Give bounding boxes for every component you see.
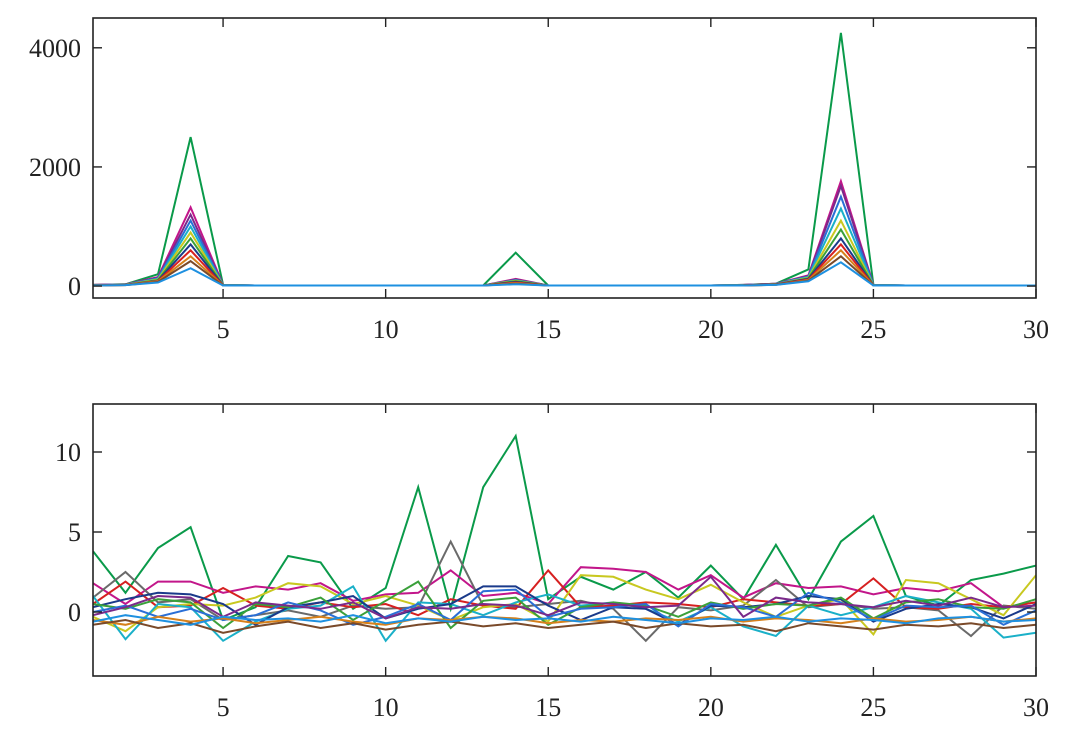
series-line-3 <box>93 568 1036 617</box>
series-group <box>93 433 1036 643</box>
series-line-8 <box>93 588 1036 628</box>
x-tick-label: 25 <box>860 693 886 722</box>
x-tick-label: 5 <box>217 315 230 344</box>
axes-frame <box>92 403 1037 677</box>
series-line-0 <box>93 32 1036 287</box>
y-tick-label: 0 <box>68 272 81 301</box>
y-tick-label: 2000 <box>29 153 81 182</box>
series-line-5 <box>93 218 1036 287</box>
y-tick-label: 5 <box>68 518 81 547</box>
series-line-4 <box>93 574 1036 637</box>
series-line-2 <box>93 182 1036 287</box>
top-panel: 5 10 15 20 25 30 0 2000 4000 <box>29 17 1049 344</box>
x-tick-label: 30 <box>1023 315 1049 344</box>
x-tick-label: 15 <box>535 315 561 344</box>
series-line-1 <box>93 178 1036 287</box>
x-tick-label: 25 <box>860 315 886 344</box>
y-tick-label: 4000 <box>29 34 81 63</box>
y-tick-label: 0 <box>68 598 81 627</box>
x-tick-label: 5 <box>217 693 230 722</box>
series-line-10 <box>93 255 1036 287</box>
series-line-8 <box>93 242 1036 287</box>
series-line-1 <box>93 566 1036 609</box>
series-line-3 <box>93 193 1036 287</box>
y-tick-label: 10 <box>55 438 81 467</box>
x-tick-label: 20 <box>698 693 724 722</box>
series-group <box>93 32 1036 287</box>
series-line-12 <box>93 614 1036 626</box>
x-tick-label: 30 <box>1023 693 1049 722</box>
series-line-9 <box>93 615 1036 626</box>
series-line-7 <box>93 580 1036 630</box>
x-tick-label: 15 <box>535 693 561 722</box>
x-tick-label: 20 <box>698 315 724 344</box>
series-line-4 <box>93 206 1036 287</box>
bottom-panel: 5 10 15 20 25 30 0 5 10 <box>55 403 1049 722</box>
series-line-7 <box>93 236 1036 287</box>
series-line-0 <box>93 433 1036 622</box>
series-line-6 <box>93 227 1036 287</box>
series-line-11 <box>93 618 1036 634</box>
series-line-11 <box>93 261 1036 287</box>
series-line-10 <box>93 575 1036 620</box>
series-line-9 <box>93 248 1036 287</box>
x-tick-label: 10 <box>373 693 399 722</box>
x-tick-label: 10 <box>373 315 399 344</box>
axes-frame <box>92 17 1037 299</box>
